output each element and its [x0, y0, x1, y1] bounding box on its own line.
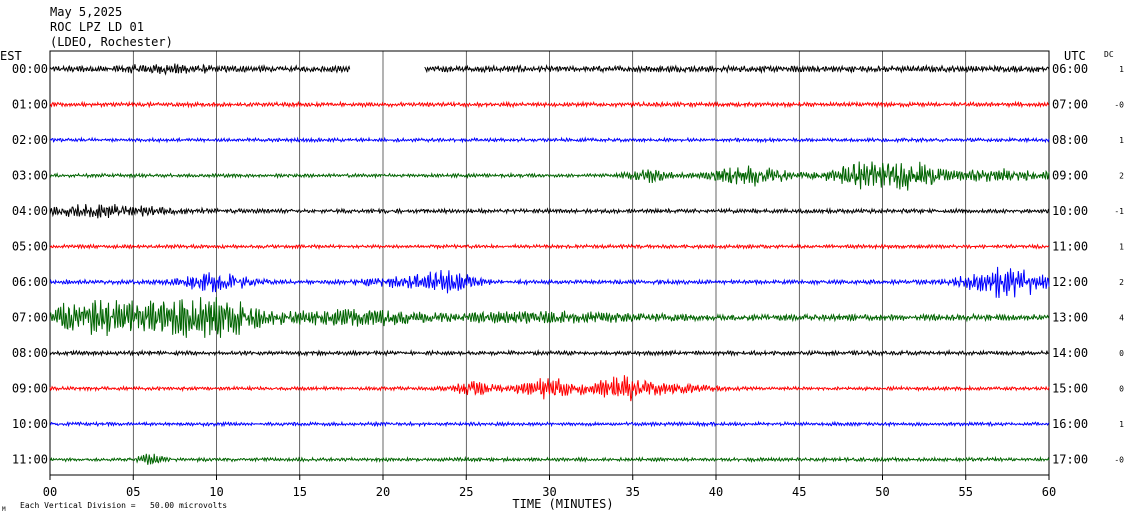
x-tick-label: 15 — [293, 485, 307, 499]
est-hour-label: 06:00 — [12, 275, 48, 289]
est-hour-label: 07:00 — [12, 311, 48, 325]
x-tick-label: 40 — [709, 485, 723, 499]
row-labels: 00:00 06:00 1 01:00 07:00 -0 02:00 08:00 1 03:00 0… — [12, 62, 1124, 467]
x-tick-label: 60 — [1042, 485, 1056, 499]
utc-hour-label: 08:00 — [1052, 133, 1088, 147]
est-hour-label: 10:00 — [12, 417, 48, 431]
dc-offset-value: 1 — [1119, 243, 1124, 252]
station-code: ROC LPZ LD 01 — [50, 20, 144, 34]
x-tick-label: 10 — [209, 485, 223, 499]
utc-hour-label: 10:00 — [1052, 204, 1088, 218]
x-tick-label: 00 — [43, 485, 57, 499]
x-tick-label: 50 — [875, 485, 889, 499]
trace-row-0100-seg-0 — [49, 100, 1050, 109]
x-tick-label: 20 — [376, 485, 390, 499]
utc-hour-label: 12:00 — [1052, 275, 1088, 289]
corner-mark: M — [2, 506, 6, 513]
utc-hour-label: 09:00 — [1052, 169, 1088, 183]
record-date: May 5,2025 — [50, 5, 122, 19]
est-hour-label: 01:00 — [12, 98, 48, 112]
est-hour-label: 03:00 — [12, 169, 48, 183]
utc-hour-label: 14:00 — [1052, 346, 1088, 360]
trace-row-1100-seg-0 — [49, 453, 1050, 465]
trace-row-0200-seg-0 — [49, 136, 1050, 144]
trace-row-0000-seg-0 — [49, 63, 351, 76]
dc-offset-value: -0 — [1114, 456, 1124, 465]
dc-offset-value: 1 — [1119, 65, 1124, 74]
trace-row-1000-seg-0 — [49, 420, 1050, 428]
trace-row-0000-seg-1 — [424, 63, 1050, 75]
dc-offset-value: 0 — [1119, 385, 1124, 394]
trace-row-0500-seg-0 — [49, 243, 1050, 251]
utc-hour-label: 16:00 — [1052, 417, 1088, 431]
utc-hour-label: 07:00 — [1052, 98, 1088, 112]
x-tick-label: 30 — [542, 485, 556, 499]
utc-hour-label: 13:00 — [1052, 311, 1088, 325]
x-tick-label: 55 — [959, 485, 973, 499]
utc-hour-label: 15:00 — [1052, 382, 1088, 396]
dc-offset-value: 1 — [1119, 136, 1124, 145]
vertical-gridlines — [132, 51, 967, 475]
trace-row-0700-seg-0 — [49, 297, 1050, 338]
est-hour-label: 00:00 — [12, 62, 48, 76]
network-name: (LDEO, Rochester) — [50, 35, 173, 49]
x-tick-label: 05 — [126, 485, 140, 499]
dc-offset-value: 0 — [1119, 349, 1124, 358]
x-tick-label: 25 — [459, 485, 473, 499]
x-tick-label: 45 — [792, 485, 806, 499]
x-axis-ticks: 00 05 10 15 20 25 30 35 40 45 50 55 60 — [43, 475, 1056, 499]
est-hour-label: 05:00 — [12, 240, 48, 254]
dc-offset-value: -1 — [1114, 207, 1124, 216]
seismic-traces — [49, 63, 1050, 465]
x-tick-label: 35 — [626, 485, 640, 499]
trace-row-0800-seg-0 — [49, 348, 1050, 357]
est-hour-label: 09:00 — [12, 382, 48, 396]
trace-row-0400-seg-0 — [49, 203, 1050, 219]
dc-offset-value: 1 — [1119, 420, 1124, 429]
dc-offset-value: 4 — [1119, 314, 1124, 323]
trace-row-0600-seg-0 — [49, 266, 1050, 299]
est-hour-label: 02:00 — [12, 133, 48, 147]
vertical-scale-note: Each Vertical Division = 50.00 microvolt… — [20, 501, 227, 510]
x-axis-title: TIME (MINUTES) — [512, 497, 613, 511]
utc-hour-label: 17:00 — [1052, 453, 1088, 467]
est-axis-label: EST — [0, 49, 22, 63]
utc-axis-label: UTC — [1064, 49, 1086, 63]
dc-offset-value: 2 — [1119, 278, 1124, 287]
est-hour-label: 11:00 — [12, 453, 48, 467]
trace-row-0300-seg-0 — [49, 161, 1050, 191]
utc-hour-label: 06:00 — [1052, 62, 1088, 76]
trace-row-0900-seg-0 — [49, 375, 1050, 402]
dc-offset-value: 2 — [1119, 172, 1124, 181]
utc-hour-label: 11:00 — [1052, 240, 1088, 254]
est-hour-label: 04:00 — [12, 204, 48, 218]
est-hour-label: 08:00 — [12, 346, 48, 360]
dc-column-label: DC — [1104, 50, 1114, 59]
dc-offset-value: -0 — [1114, 101, 1124, 110]
